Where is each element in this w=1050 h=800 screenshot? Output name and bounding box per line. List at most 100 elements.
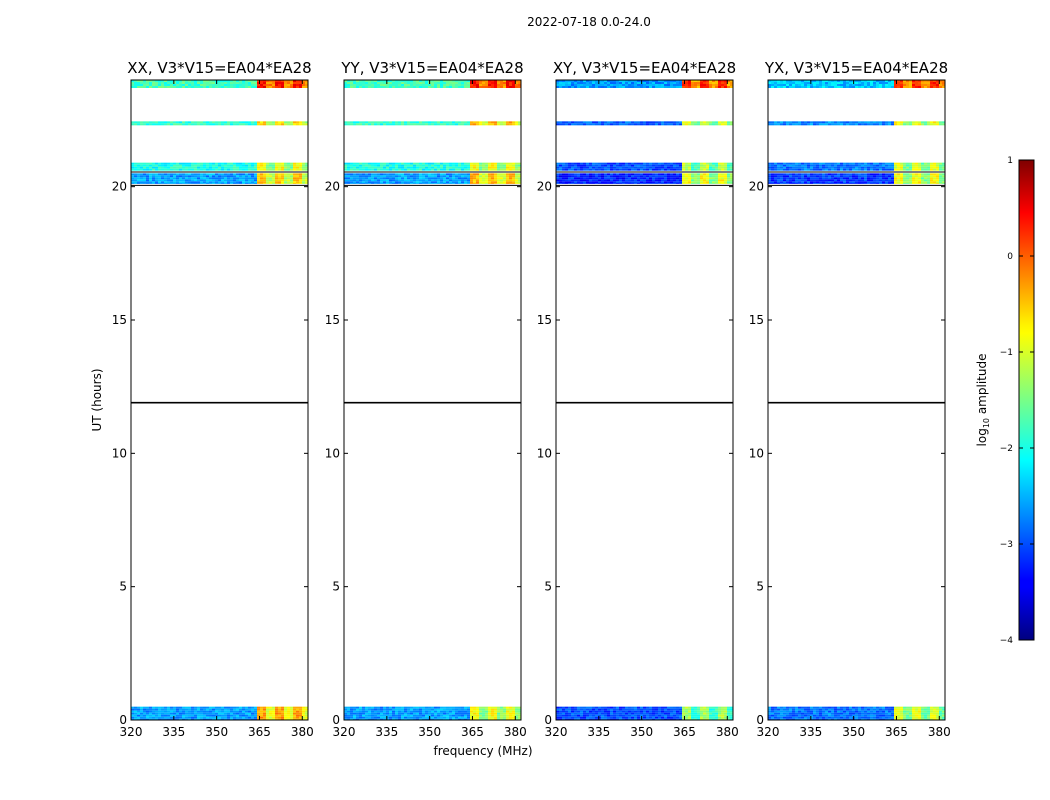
heatmap-cell [203,179,206,182]
heatmap-cell [485,181,488,184]
heatmap-cell [302,181,305,184]
heatmap-cell [416,175,419,178]
heatmap-cell [194,80,197,82]
heatmap-cell [831,708,834,711]
heatmap-cell [350,183,353,184]
heatmap-cell [676,162,679,165]
heatmap-cell [131,168,134,171]
heatmap-cell [556,121,559,124]
heatmap-cell [305,712,308,715]
heatmap-cell [185,86,188,88]
heatmap-cell [500,706,503,709]
heatmap-cell [780,714,783,717]
heatmap-cell [658,84,661,86]
heatmap-cell [236,168,239,171]
heatmap-cell [643,82,646,84]
heatmap-cell [482,164,485,167]
heatmap-cell [879,177,882,180]
heatmap-cell [622,175,625,178]
heatmap-cell [891,706,894,709]
heatmap-cell [440,82,443,84]
heatmap-cell [655,123,658,126]
heatmap-cell [730,80,733,82]
heatmap-cell [565,86,568,88]
heatmap-cell [431,183,434,184]
heatmap-cell [251,175,254,178]
heatmap-cell [825,712,828,715]
heatmap-cell [224,716,227,719]
heatmap-cell [191,166,194,169]
heatmap-cell [628,706,631,709]
heatmap-cell [846,179,849,182]
heatmap-cell [467,714,470,717]
heatmap-cell [155,82,158,84]
heatmap-cell [293,179,296,182]
heatmap-cell [598,173,601,176]
heatmap-cell [900,710,903,713]
heatmap-cell [858,177,861,180]
heatmap-cell [404,173,407,176]
heatmap-cell [706,162,709,165]
heatmap-cell [410,166,413,169]
heatmap-cell [712,708,715,711]
heatmap-cell [137,706,140,709]
heatmap-cell [727,712,730,715]
heatmap-cell [230,183,233,184]
heatmap-cell [822,710,825,713]
heatmap-cell [482,181,485,184]
heatmap-cell [715,121,718,124]
heatmap-cell [622,164,625,167]
heatmap-cell [655,82,658,84]
heatmap-cell [810,162,813,165]
heatmap-cell [664,166,667,169]
heatmap-cell [374,183,377,184]
heatmap-cell [583,86,586,88]
heatmap-cell [266,80,269,82]
heatmap-cell [278,718,281,720]
heatmap-cell [251,714,254,717]
heatmap-cell [780,177,783,180]
heatmap-cell [906,173,909,176]
heatmap-cell [891,708,894,711]
heatmap-cell [200,84,203,86]
heatmap-cell [365,166,368,169]
heatmap-cell [574,177,577,180]
heatmap-cell [374,714,377,717]
heatmap-cell [395,86,398,88]
heatmap-cell [613,181,616,184]
heatmap-cell [673,706,676,709]
heatmap-cell [610,718,613,720]
heatmap-cell [712,168,715,171]
heatmap-cell [131,706,134,709]
heatmap-cell [401,173,404,176]
heatmap-cell [634,175,637,178]
heatmap-cell [915,708,918,711]
heatmap-cell [455,166,458,169]
heatmap-cell [374,718,377,720]
heatmap-cell [464,173,467,176]
heatmap-cell [518,80,521,82]
heatmap-cell [395,168,398,171]
heatmap-cell [230,716,233,719]
heatmap-cell [491,164,494,167]
heatmap-cell [470,177,473,180]
heatmap-cell [206,710,209,713]
heatmap-cell [155,173,158,176]
heatmap-cell [559,718,562,720]
heatmap-cell [942,712,945,715]
heatmap-cell [401,164,404,167]
heatmap-cell [822,173,825,176]
heatmap-cell [661,718,664,720]
heatmap-cell [792,712,795,715]
heatmap-cell [825,181,828,184]
heatmap-cell [694,183,697,184]
heatmap-cell [245,706,248,709]
heatmap-cell [703,181,706,184]
heatmap-cell [500,166,503,169]
heatmap-cell [700,718,703,720]
heatmap-cell [864,712,867,715]
heatmap-cell [712,123,715,126]
heatmap-cell [500,710,503,713]
heatmap-cell [840,706,843,709]
heatmap-cell [927,708,930,711]
